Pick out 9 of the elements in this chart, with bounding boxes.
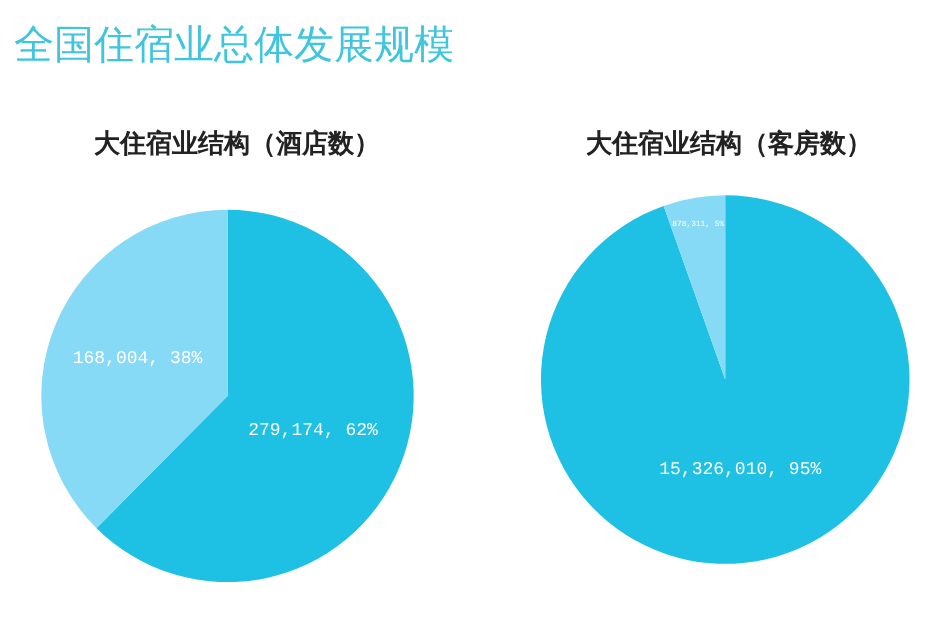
data-label: 279,174, 62% (248, 421, 379, 442)
pie-slice (663, 195, 726, 380)
data-label: 168,004, 38% (72, 349, 204, 370)
pie-slice (541, 195, 910, 564)
chart-title: 大住宿业结构（客房数） (586, 128, 872, 160)
data-label: 15,326,010, 95% (659, 460, 823, 481)
pie-slice (41, 209, 228, 529)
chart-title: 大住宿业结构（酒店数） (94, 128, 380, 160)
text: 全国住宿业总体发展规模 (14, 20, 454, 68)
